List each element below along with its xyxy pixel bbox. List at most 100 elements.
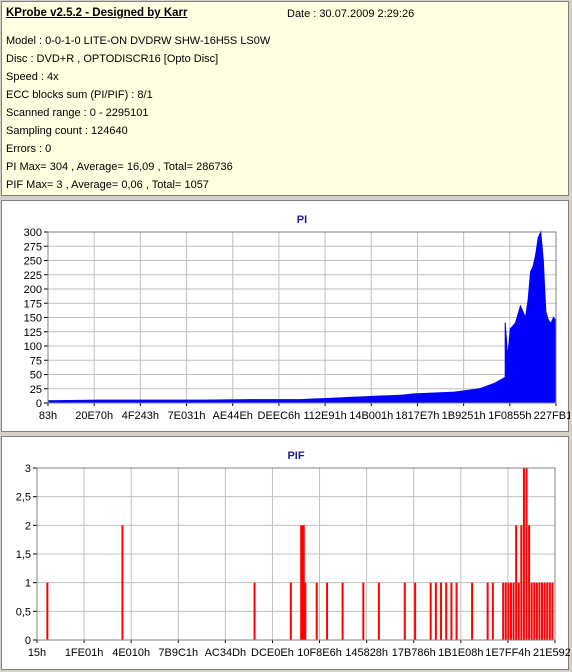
pi-data-point <box>403 394 405 396</box>
pi-data-point <box>494 382 496 384</box>
pi-data-point <box>479 388 481 390</box>
pif-bar <box>528 525 531 640</box>
y-tick-label: 25 <box>30 384 42 396</box>
x-tick-label: 1817E7h <box>395 410 439 422</box>
pi-data-point <box>392 394 395 397</box>
y-tick-label: 100 <box>24 341 42 353</box>
chart-title: PIF <box>287 450 304 462</box>
x-tick-label: 227FB1h <box>534 410 570 422</box>
error-count: Errors : 0 <box>6 143 52 155</box>
y-tick-label: 275 <box>24 241 42 253</box>
y-tick-label: 50 <box>30 370 42 382</box>
pi-data-point <box>250 398 252 401</box>
pi-data-point <box>542 259 544 262</box>
pi-data-point <box>504 376 506 378</box>
x-tick-label: 1F0855h <box>488 410 531 422</box>
ecc-blocks: ECC blocks sum (PI/PIF) : 8/1 <box>6 89 153 101</box>
x-tick-label: 4E010h <box>112 647 150 659</box>
x-tick-label: 7E031h <box>168 410 206 422</box>
pif-bar <box>517 582 520 640</box>
pi-data-point <box>530 271 532 273</box>
pif-bar <box>533 582 536 640</box>
x-tick-label: 15h <box>28 647 46 659</box>
scan-speed: Speed : 4x <box>6 71 59 83</box>
pi-data-point <box>509 328 511 330</box>
x-tick-label: 20E70h <box>75 410 113 422</box>
plot-frame <box>36 467 556 641</box>
pif-bar <box>538 582 541 640</box>
pif-bar <box>512 582 515 640</box>
pif-bar <box>551 582 554 640</box>
y-tick-label: 0 <box>36 398 42 410</box>
pi-data-point <box>453 391 455 393</box>
pif-bar <box>515 525 518 640</box>
info-panel: KProbe v2.5.2 - Designed by Karr Date : … <box>1 1 569 196</box>
pif-bar <box>377 582 380 640</box>
y-tick-label: 1,5 <box>16 549 31 561</box>
y-tick-label: 225 <box>24 270 42 282</box>
pi-data-point <box>413 393 415 395</box>
pif-bar <box>541 582 544 640</box>
pi-data-point <box>545 311 547 313</box>
x-tick-label: 83h <box>39 410 57 422</box>
pif-bar <box>414 582 417 640</box>
pi-data-point <box>504 322 506 324</box>
pi-data-point <box>547 319 549 321</box>
x-tick-label: DEEC6h <box>258 410 301 422</box>
y-tick-label: 300 <box>24 227 42 239</box>
x-tick-label: 10F8E6h <box>297 647 342 659</box>
pif-bar <box>302 525 305 640</box>
x-tick-label: 21E592h <box>533 647 570 659</box>
x-tick-label: 17B786h <box>392 647 436 659</box>
pif-bar <box>525 468 528 640</box>
pif-bar <box>315 582 318 640</box>
pi-data-point <box>301 398 303 401</box>
pif-bar <box>445 582 448 640</box>
pi-statistics: PI Max= 304 , Average= 16,09 , Total= 28… <box>6 161 233 173</box>
pif-bar <box>491 582 494 640</box>
x-tick-label: AC34Dh <box>205 647 247 659</box>
app-title: KProbe v2.5.2 - Designed by Karr <box>6 7 188 19</box>
pif-bar <box>543 582 546 640</box>
pif-bar <box>253 582 256 640</box>
x-tick-label: 1FE01h <box>65 647 104 659</box>
pif-chart: PIF 0 0,5 1 1,5 2 2,5 3 15h 1FE01h 4E010h 7B9C1h AC3… <box>16 450 570 659</box>
pif-bar <box>535 582 538 640</box>
y-tick-label: 0,5 <box>16 606 31 618</box>
pif-bar <box>46 582 49 640</box>
pif-bar <box>548 582 551 640</box>
pif-bar <box>509 582 512 640</box>
pi-data-point <box>377 395 379 397</box>
disc-info: Disc : DVD+R , OPTODISCR16 [Opto Disc] <box>6 53 219 65</box>
pi-data-point <box>352 396 354 398</box>
y-tick-label: 75 <box>30 355 42 367</box>
pi-data-point <box>550 322 552 324</box>
pif-bar <box>362 582 365 640</box>
pi-data-point <box>499 379 501 381</box>
x-tick-label: 145828h <box>345 647 388 659</box>
x-tick-label: 1B9251h <box>442 410 486 422</box>
pif-bar <box>530 582 533 640</box>
y-tick-label: 150 <box>24 313 42 325</box>
pif-bar <box>486 582 489 640</box>
pif-bar <box>440 582 443 640</box>
pi-data-point <box>535 254 537 256</box>
pi-data-point <box>514 322 516 324</box>
pi-data-point <box>149 399 151 401</box>
x-tick-label: 4F243h <box>122 410 159 422</box>
x-tick-label: 1B1E08h <box>438 647 483 659</box>
pif-bar <box>507 582 510 640</box>
pi-data-point <box>428 392 430 394</box>
x-tick-label: 112E91h <box>303 410 346 422</box>
x-tick-label: 14B001h <box>349 410 393 422</box>
pi-data-point <box>199 399 201 401</box>
drive-model: Model : 0-0-1-0 LITE-ON DVDRW SHW-16H5S … <box>6 35 271 47</box>
pif-bar <box>546 582 549 640</box>
scanned-range: Scanned range : 0 - 2295101 <box>6 107 149 119</box>
pi-data-point <box>524 316 527 319</box>
y-tick-label: 125 <box>24 327 42 339</box>
pif-bar <box>429 582 432 640</box>
x-tick-label: 1E7FF4h <box>485 647 530 659</box>
x-tick-label: AE44Eh <box>213 410 253 422</box>
plot-frame <box>47 231 557 404</box>
